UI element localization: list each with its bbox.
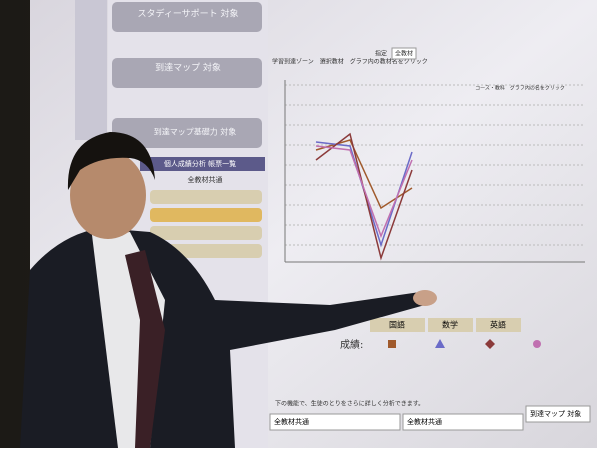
menu-item: [150, 190, 262, 204]
menu-text: 全教材共通: [188, 175, 223, 184]
legend-label: 成績:: [340, 338, 363, 351]
menu-item: [150, 208, 262, 222]
menu-text: スタディーサポート 対象: [137, 8, 238, 20]
chart-note: コース・教科 グラフ内の名をクリック: [475, 85, 565, 92]
menu-text: 個人成績分析 帳票一覧: [164, 159, 236, 168]
menu-item: [150, 226, 262, 240]
legend-marker: [533, 340, 541, 348]
scene: スタディーサポート 対象 到達マップ 対象 到達マップ基礎力 対象 個人成績分析…: [0, 0, 597, 448]
footer-item: 到達マップ 対象: [530, 409, 581, 418]
footer-item: 全教材共通: [274, 417, 309, 426]
legend-marker: [388, 340, 396, 348]
footer-item: 全教材共通: [407, 417, 442, 426]
menu-icons: [75, 0, 107, 140]
filter-label: 指定: [375, 50, 387, 58]
menu-text: 到達マップ基礎力 対象: [154, 127, 237, 137]
subject: 数学: [442, 320, 458, 330]
footer-note: 下の機能で、生徒のとりをさらに詳しく分析できます。: [275, 400, 424, 408]
subject: 英語: [490, 320, 506, 330]
filter-value: 全教材: [395, 50, 413, 58]
menu-text: 到達マップ 対象: [155, 62, 221, 74]
subject: 国語: [389, 320, 405, 330]
